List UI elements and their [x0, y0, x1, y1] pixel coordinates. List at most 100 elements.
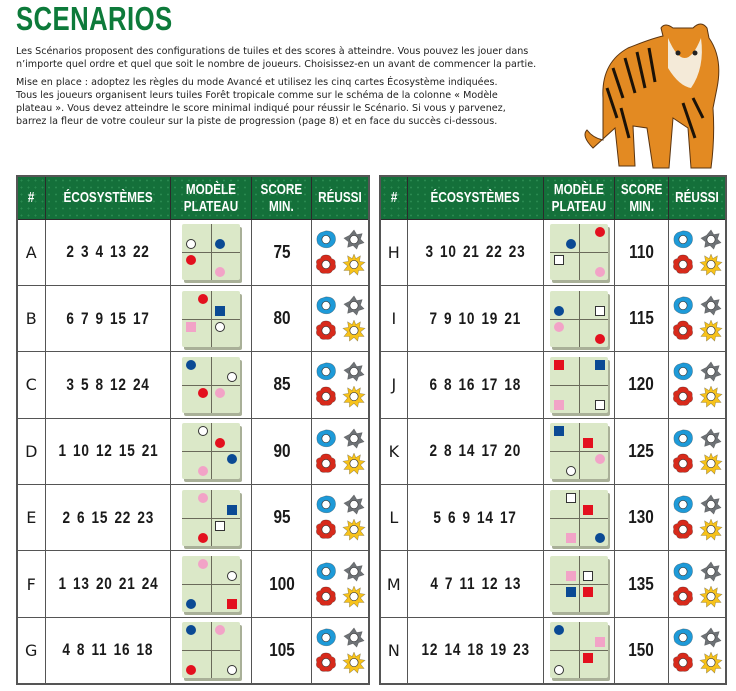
gray-flower-icon[interactable]: [699, 627, 723, 649]
red-flower-icon[interactable]: [314, 519, 338, 541]
red-flower-icon[interactable]: [314, 586, 338, 608]
success-flowers: [312, 229, 368, 276]
board-diagram: [182, 423, 241, 480]
blue-flower-icon[interactable]: [671, 229, 695, 251]
white-circle-marker: [186, 239, 197, 250]
yellow-flower-icon[interactable]: [342, 320, 366, 342]
gray-flower-icon[interactable]: [342, 229, 366, 251]
header-success: RÉUSSI: [668, 175, 727, 220]
pink-square-marker: [186, 321, 197, 332]
blue-flower-icon[interactable]: [314, 627, 338, 649]
yellow-flower-icon[interactable]: [699, 386, 723, 409]
red-flower-icon[interactable]: [671, 320, 695, 342]
blue-flower-icon[interactable]: [671, 295, 695, 317]
board-model-cell: [543, 616, 615, 685]
red-flower-icon[interactable]: [671, 652, 695, 674]
scenario-id: I: [379, 284, 408, 353]
gray-flower-icon[interactable]: [342, 295, 366, 317]
red-flower-icon[interactable]: [671, 586, 695, 608]
yellow-flower-icon[interactable]: [342, 519, 366, 541]
blue-flower-icon[interactable]: [314, 561, 338, 583]
yellow-flower-icon[interactable]: [699, 519, 723, 541]
scenario-row: K 2 8 14 17 20 125: [379, 417, 727, 486]
min-score: 135: [613, 550, 670, 618]
gray-flower-icon[interactable]: [699, 361, 723, 383]
yellow-flower-icon[interactable]: [699, 320, 723, 342]
board-diagram: [182, 356, 241, 413]
red-flower-icon[interactable]: [671, 453, 695, 475]
red-flower-icon[interactable]: [314, 453, 338, 475]
blue-flower-icon[interactable]: [671, 428, 695, 450]
ecosystem-cards: 6 7 9 15 17: [44, 284, 172, 353]
min-score-value: 150: [628, 639, 655, 660]
gray-flower-icon[interactable]: [342, 428, 366, 450]
blue-flower-icon[interactable]: [671, 494, 695, 516]
yellow-flower-icon[interactable]: [342, 386, 366, 409]
ecosystem-numbers: 4 7 11 12 13: [429, 574, 521, 594]
gray-flower-icon[interactable]: [342, 627, 366, 649]
blue-flower-icon[interactable]: [314, 295, 338, 317]
yellow-flower-icon[interactable]: [699, 253, 723, 276]
board-diagram: [182, 290, 241, 347]
ecosystem-cards: 7 9 10 19 21: [406, 284, 545, 353]
blue-flower-icon[interactable]: [671, 361, 695, 383]
gray-flower-icon[interactable]: [699, 428, 723, 450]
yellow-flower-icon[interactable]: [699, 585, 723, 608]
ecosystem-numbers: 2 6 15 22 23: [62, 507, 154, 527]
red-square-marker: [553, 359, 564, 370]
red-flower-icon[interactable]: [314, 320, 338, 342]
red-flower-icon[interactable]: [671, 386, 695, 408]
blue-flower-icon[interactable]: [314, 229, 338, 251]
header-min-score: SCORE MIN.: [251, 175, 313, 220]
gray-flower-icon[interactable]: [342, 361, 366, 383]
header-board-model-label: MODÈLE PLATEAU: [184, 180, 239, 215]
pink-square-marker: [594, 637, 605, 648]
red-flower-icon[interactable]: [671, 519, 695, 541]
header-id-label: #: [390, 189, 398, 207]
red-square-marker: [582, 587, 593, 598]
yellow-flower-icon[interactable]: [699, 651, 723, 674]
gray-flower-icon[interactable]: [342, 561, 366, 583]
yellow-flower-icon[interactable]: [342, 585, 366, 608]
white-circle-marker: [227, 371, 238, 382]
blue-flower-icon[interactable]: [314, 428, 338, 450]
success-cell: [668, 550, 727, 618]
page-title: SCENARIOS: [16, 0, 173, 37]
min-score: 120: [613, 351, 670, 419]
gray-flower-icon[interactable]: [342, 494, 366, 516]
success-flowers: [312, 494, 368, 541]
success-flowers: [312, 361, 368, 409]
board-diagram: [182, 224, 241, 281]
blue-flower-icon[interactable]: [671, 627, 695, 649]
gray-flower-icon[interactable]: [699, 229, 723, 251]
scenario-id: N: [379, 616, 408, 685]
header-board-model: MODÈLE PLATEAU: [170, 175, 253, 220]
board-diagram: [549, 290, 608, 347]
blue-flower-icon[interactable]: [671, 561, 695, 583]
yellow-flower-icon[interactable]: [342, 253, 366, 276]
gray-flower-icon[interactable]: [699, 494, 723, 516]
yellow-flower-icon[interactable]: [342, 452, 366, 475]
white-circle-marker: [227, 665, 238, 676]
scenarios-table-right: # ÉCOSYSTÈMES MODÈLE PLATEAU SCORE MIN. RÉUS…: [379, 175, 727, 685]
blue-flower-icon[interactable]: [314, 494, 338, 516]
scenario-row: D 1 10 12 15 21 90: [16, 417, 370, 486]
header-min-score: SCORE MIN.: [613, 175, 670, 220]
red-flower-icon[interactable]: [314, 254, 338, 276]
yellow-flower-icon[interactable]: [342, 651, 366, 674]
scenario-id: C: [16, 351, 46, 419]
gray-flower-icon[interactable]: [699, 561, 723, 583]
red-flower-icon[interactable]: [671, 254, 695, 276]
white-circle-marker: [227, 571, 238, 582]
success-cell: [311, 284, 370, 353]
success-flowers: [669, 627, 725, 674]
blue-flower-icon[interactable]: [314, 361, 338, 383]
red-flower-icon[interactable]: [314, 386, 338, 408]
red-flower-icon[interactable]: [314, 652, 338, 674]
yellow-flower-icon[interactable]: [699, 452, 723, 475]
ecosystem-numbers: 1 13 20 21 24: [57, 574, 158, 594]
gray-flower-icon[interactable]: [699, 295, 723, 317]
red-circle-marker: [594, 227, 605, 238]
blue-circle-marker: [186, 599, 197, 610]
white-square-marker: [565, 492, 576, 503]
